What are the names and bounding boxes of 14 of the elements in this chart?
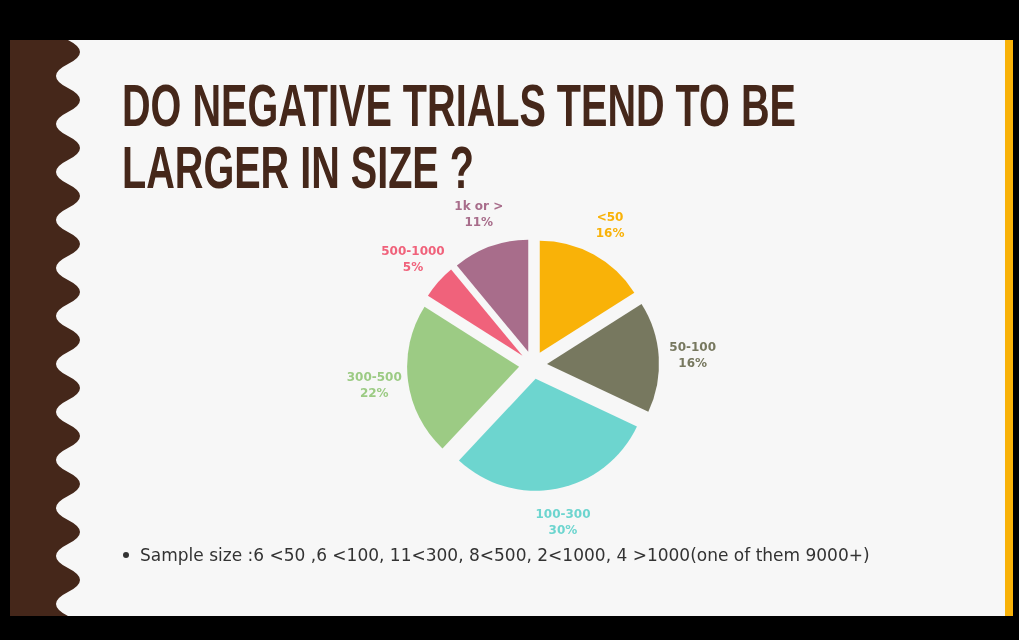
slice-label: 50-100 <box>669 339 717 354</box>
chart-title: DO NEGATIVE TRIALS TEND TO BE LARGER IN SIZE ? <box>122 71 796 201</box>
data-label: 16% <box>678 355 708 370</box>
slice-label: <50 <box>596 209 624 224</box>
slice-label: 500-1000 <box>381 244 445 259</box>
slice-label: 1k or > <box>454 199 504 214</box>
text: Sample size :6 <50 ,6 <100, 11<300, 8<500, 2<1000, 4 >1000(one of them 9000+) <box>140 545 870 565</box>
data-label: 5% <box>402 260 424 275</box>
slice-label: 300-500 <box>346 370 402 385</box>
data-label: 22% <box>359 386 389 401</box>
data-label: 30% <box>548 523 578 538</box>
data-label: 11% <box>464 215 494 230</box>
data-label: 16% <box>595 225 625 240</box>
slice-label: 100-300 <box>535 507 591 522</box>
